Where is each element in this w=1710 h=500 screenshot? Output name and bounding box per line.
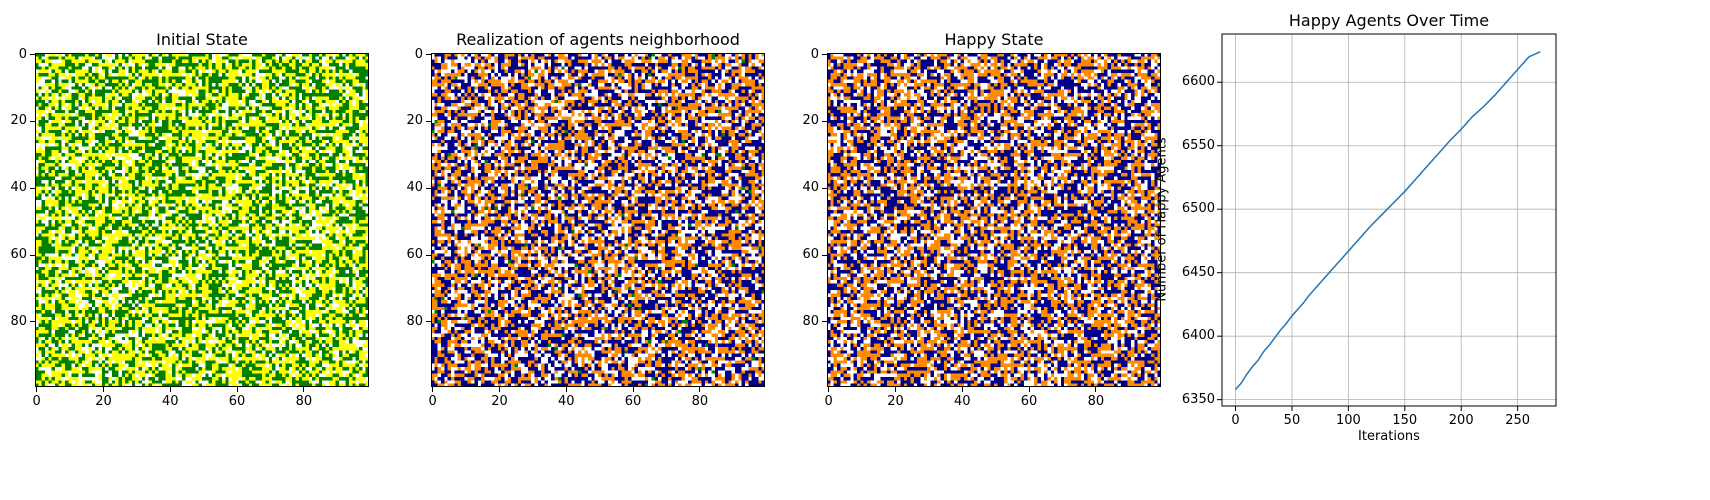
y-tick-label: 0 [810,46,819,62]
y-tick-mark [822,321,827,323]
x-tick-label: 40 [557,394,575,409]
y-tick-label: 6550 [1181,137,1215,153]
x-tick-mark [303,387,305,392]
x-tick-label: 0 [428,394,437,409]
x-tick-mark [169,387,171,392]
x-tick-label: 20 [491,394,508,409]
y-tick-mark [822,54,827,56]
x-tick-label: 50 [1283,413,1301,428]
y-tick-mark [426,254,431,256]
happy-agents-line [1234,51,1541,390]
x-tick-label: 60 [624,394,642,409]
x-tick-label: 40 [953,394,971,409]
x-tick-mark [828,387,830,392]
y-tick-label: 40 [802,180,819,196]
y-tick-mark [822,120,827,122]
x-tick-mark [102,387,104,392]
y-tick-label: 6350 [1181,391,1215,407]
y-tick-label: 60 [406,247,423,263]
x-tick-mark [699,387,701,392]
x-tick-label: 80 [295,394,313,409]
x-tick-mark [498,387,500,392]
y-axis-label: Number of Happy Agents [1154,137,1170,302]
y-tick-label: 0 [414,46,423,62]
heatmap-grid [431,53,765,387]
y-tick-label: 6450 [1181,264,1215,280]
y-tick-mark [822,187,827,189]
neighborhood-title: Realization of agents neighborhood [456,30,740,49]
x-tick-mark [1028,387,1030,392]
x-tick-mark [894,387,896,392]
y-tick-mark [426,120,431,122]
happy-state-title: Happy State [944,30,1044,49]
x-tick-label: 60 [228,394,246,409]
x-tick-label: 150 [1392,413,1418,428]
y-tick-mark [30,321,35,323]
y-tick-label: 0 [18,46,27,62]
y-tick-mark [426,54,431,56]
heatmap-grid [35,53,369,387]
x-tick-mark [236,387,238,392]
y-tick-label: 20 [10,113,27,129]
x-tick-label: 40 [161,394,179,409]
y-tick-label: 60 [802,247,819,263]
y-tick-label: 20 [406,113,423,129]
x-tick-mark [432,387,434,392]
y-tick-label: 80 [802,313,819,329]
x-tick-label: 250 [1505,413,1531,428]
y-tick-label: 80 [10,313,27,329]
x-tick-mark [632,387,634,392]
y-tick-label: 80 [406,313,423,329]
x-tick-mark [36,387,38,392]
y-tick-label: 6500 [1181,201,1215,217]
y-tick-mark [822,254,827,256]
x-tick-label: 60 [1020,394,1038,409]
x-tick-mark [565,387,567,392]
y-tick-label: 60 [10,247,27,263]
y-tick-label: 20 [802,113,819,129]
x-tick-mark [1095,387,1097,392]
heatmap-grid [827,53,1161,387]
x-tick-mark [961,387,963,392]
x-tick-label: 200 [1448,413,1474,428]
y-tick-mark [426,187,431,189]
x-tick-label: 100 [1335,413,1361,428]
y-tick-label: 6600 [1181,74,1215,90]
x-tick-label: 0 [32,394,41,409]
happy-over-time-title: Happy Agents Over Time [1288,11,1490,30]
x-tick-label: 0 [824,394,833,409]
line-chart-frame [1221,33,1557,407]
y-tick-mark [30,254,35,256]
x-tick-label: 20 [887,394,904,409]
x-tick-label: 20 [95,394,112,409]
x-tick-label: 80 [691,394,709,409]
x-tick-label: 80 [1087,394,1105,409]
initial-state-title: Initial State [156,30,248,49]
y-tick-mark [426,321,431,323]
x-axis-label: Iterations [1358,429,1420,444]
y-tick-label: 40 [406,180,423,196]
y-tick-mark [30,120,35,122]
x-tick-label: 0 [1231,413,1240,428]
y-tick-mark [30,187,35,189]
y-tick-label: 40 [10,180,27,196]
y-tick-mark [30,54,35,56]
y-tick-label: 6400 [1181,328,1215,344]
